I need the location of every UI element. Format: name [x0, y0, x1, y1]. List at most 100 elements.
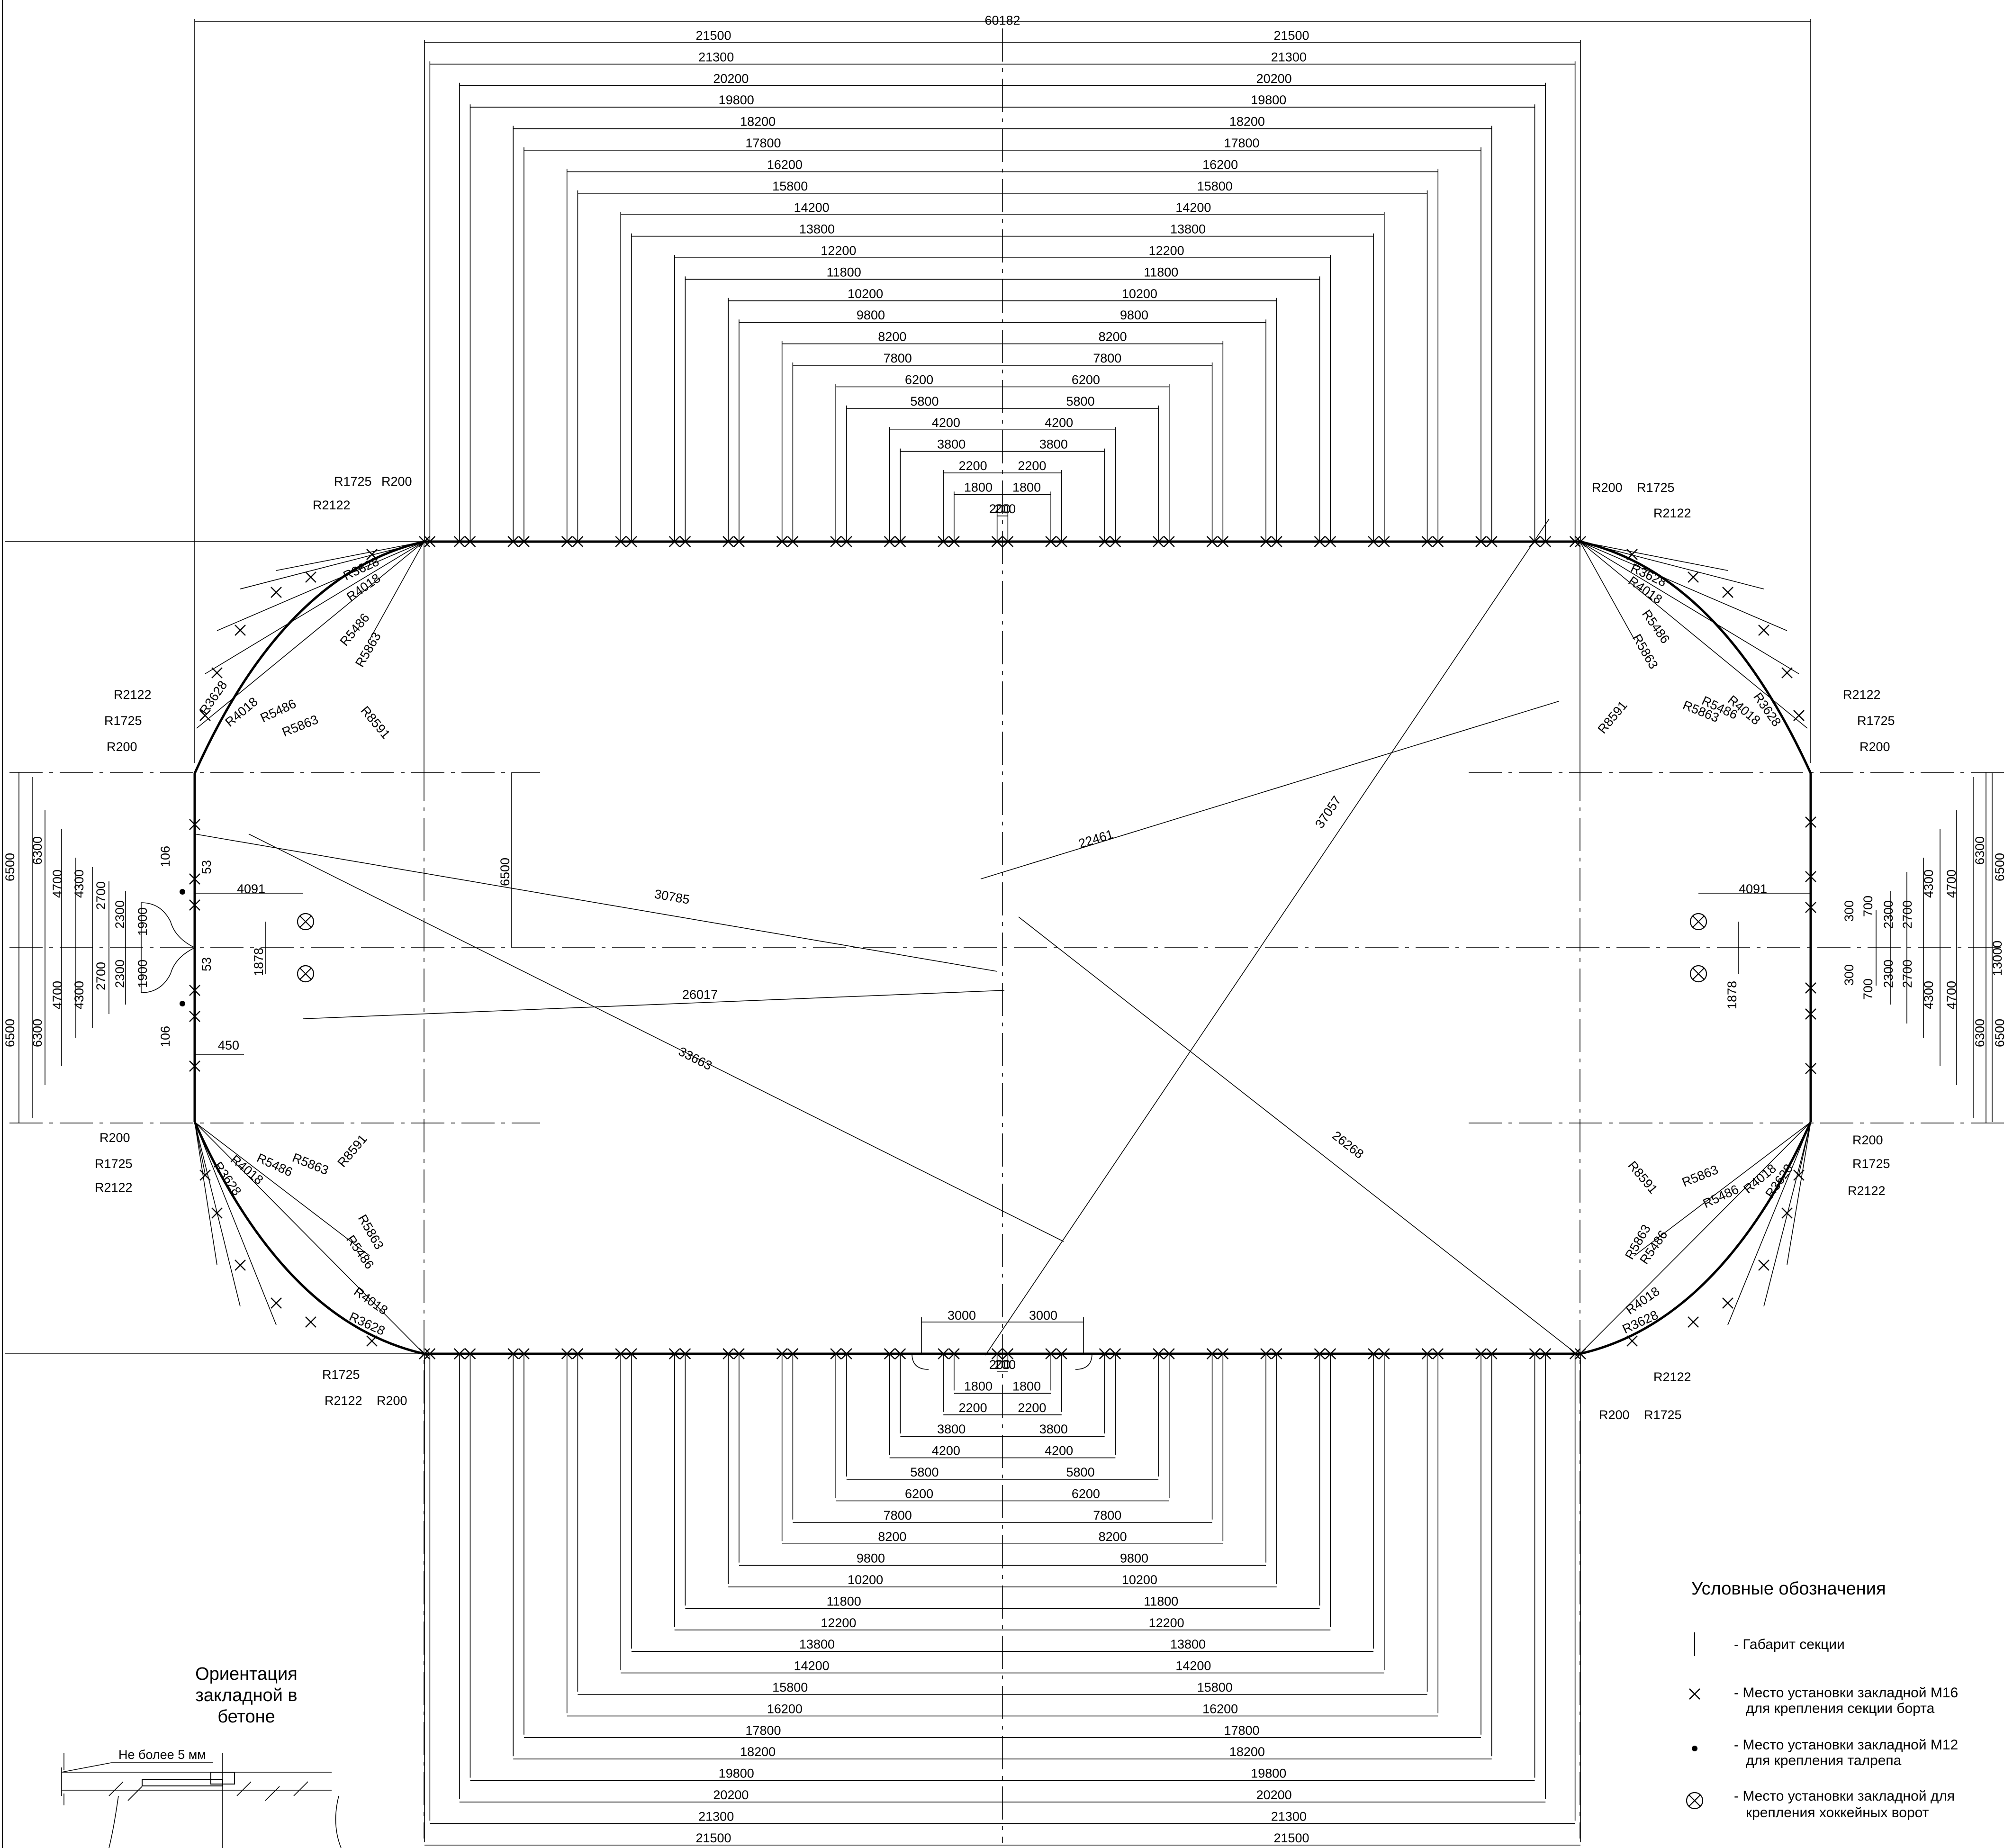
svg-text:3000: 3000	[948, 1308, 976, 1323]
diagonal-label: 33663	[676, 1044, 714, 1073]
svg-text:R2122: R2122	[114, 688, 152, 702]
svg-text:R1725: R1725	[1852, 1157, 1890, 1171]
svg-text:2700: 2700	[94, 881, 108, 910]
svg-text:6500: 6500	[1993, 1019, 2007, 1047]
dimension-label: 18200	[740, 1745, 776, 1759]
dimension-label: 3800	[1039, 1422, 1068, 1436]
dimension-label: 10200	[848, 287, 883, 301]
legend-item: - Габарит секции	[1734, 1637, 1845, 1652]
dimension-label: 10200	[1122, 1573, 1157, 1587]
dimension-label: 16200	[767, 1702, 803, 1716]
svg-text:6300: 6300	[1973, 836, 1987, 865]
dimension-label: 6200	[905, 1486, 933, 1501]
svg-text:R8591: R8591	[358, 704, 393, 742]
dimension-label: 7800	[1093, 1508, 1121, 1522]
diagonal-label: 22461	[1077, 827, 1115, 851]
svg-text:R5863: R5863	[1680, 1162, 1720, 1190]
svg-text:R1725: R1725	[1857, 714, 1895, 728]
svg-text:2700: 2700	[1900, 960, 1914, 988]
dimension-label: 10200	[848, 1573, 883, 1587]
dimension-label: 15800	[772, 179, 808, 193]
dimension-label: 10200	[1122, 287, 1157, 301]
dimension-label: 7800	[884, 1508, 912, 1522]
svg-text:R1725: R1725	[95, 1157, 133, 1171]
svg-text:2300: 2300	[113, 960, 127, 988]
svg-text:R200: R200	[1852, 1133, 1883, 1147]
svg-text:4300: 4300	[72, 981, 86, 1009]
orientation-title: Ориентация	[195, 1664, 298, 1684]
svg-text:R4018: R4018	[223, 694, 261, 729]
dimension-label: 3800	[1039, 437, 1068, 452]
dimension-label: 21300	[1271, 1809, 1307, 1823]
svg-text:6300: 6300	[30, 836, 45, 865]
svg-text:4700: 4700	[50, 981, 64, 1009]
diagonal-label: 26017	[682, 987, 718, 1002]
dimension-label: 18200	[740, 115, 776, 129]
svg-text:R5863: R5863	[280, 712, 320, 740]
left-goal-area: 6500 6500 6300 6300 4700 4700 4300 4300 …	[3, 772, 315, 1123]
dimension-label: 20200	[1256, 1788, 1292, 1802]
dimension-label: 18200	[1229, 115, 1265, 129]
svg-text:53: 53	[199, 860, 214, 874]
dimension-label: 21500	[1273, 1831, 1309, 1845]
svg-text:R200: R200	[1599, 1408, 1630, 1422]
orientation-title: бетоне	[217, 1707, 275, 1727]
dimension-label: 1800	[1012, 480, 1041, 494]
svg-text:R2122: R2122	[95, 1180, 133, 1195]
dimension-label: 8200	[878, 330, 906, 344]
svg-text:2300: 2300	[113, 900, 127, 929]
svg-text:4700: 4700	[50, 870, 64, 898]
svg-text:R2122: R2122	[1843, 688, 1881, 702]
dimension-label: 20200	[713, 72, 749, 86]
dimension-label: 6200	[1072, 372, 1100, 387]
dimension-label: 1800	[964, 1379, 993, 1393]
svg-text:4700: 4700	[1944, 870, 1959, 898]
overall-width-dimension: 60182	[194, 13, 1811, 763]
legend-item: - Место установки закладной М12	[1734, 1737, 1958, 1753]
diagonal-label: 37057	[1312, 793, 1344, 831]
dimension-label: 200	[989, 1358, 1011, 1372]
svg-text:300: 300	[1842, 964, 1856, 986]
svg-text:R2122: R2122	[325, 1394, 362, 1408]
hockey-goal-anchor-icon	[1686, 1792, 1704, 1810]
dimension-label: 4200	[1045, 1444, 1073, 1458]
svg-text:R2122: R2122	[313, 498, 351, 512]
svg-text:4300: 4300	[72, 870, 86, 898]
svg-text:R200: R200	[99, 1131, 130, 1145]
dimension-label: 20200	[1256, 72, 1292, 86]
dimension-label: 8200	[878, 1530, 906, 1544]
inner-6500-dimension: 6500	[498, 772, 512, 948]
svg-text:6300: 6300	[1973, 1019, 1987, 1047]
svg-text:R5486: R5486	[1701, 1182, 1741, 1211]
legend-title: Условные обозначения	[1691, 1579, 1886, 1599]
dimension-label: 9800	[1120, 308, 1148, 322]
svg-text:2700: 2700	[94, 962, 108, 990]
svg-text:1900: 1900	[135, 907, 150, 936]
svg-text:6300: 6300	[30, 1019, 45, 1047]
svg-text:2300: 2300	[1881, 960, 1896, 988]
rink-boundary	[5, 540, 1812, 1355]
svg-text:R5863: R5863	[290, 1150, 331, 1178]
dimension-label: 5800	[1066, 394, 1095, 408]
dimension-label: 9800	[1120, 1551, 1148, 1566]
svg-text:2300: 2300	[1881, 900, 1896, 929]
dimension-label: 11800	[827, 265, 861, 279]
dimension-label: 9800	[857, 308, 885, 322]
dimension-label: 12200	[821, 244, 856, 258]
dimension-label: 4200	[932, 416, 960, 430]
dimension-label: 14200	[794, 1659, 830, 1673]
dimension-label: 6200	[905, 372, 933, 387]
dimension-label: 15800	[1197, 179, 1233, 193]
svg-text:4091: 4091	[237, 882, 265, 896]
dimension-label: 16200	[1202, 157, 1238, 172]
svg-text:R1725: R1725	[1637, 480, 1675, 495]
svg-text:106: 106	[158, 846, 172, 867]
dimension-label: 3800	[937, 437, 966, 452]
dimension-label: 14200	[794, 200, 830, 215]
svg-text:R8591: R8591	[1625, 1159, 1660, 1196]
dimension-label: 2200	[1018, 459, 1046, 473]
dimension-label: 19800	[1251, 1766, 1286, 1781]
corner-radial-lines	[194, 541, 1811, 1354]
svg-text:R200: R200	[1592, 480, 1623, 495]
